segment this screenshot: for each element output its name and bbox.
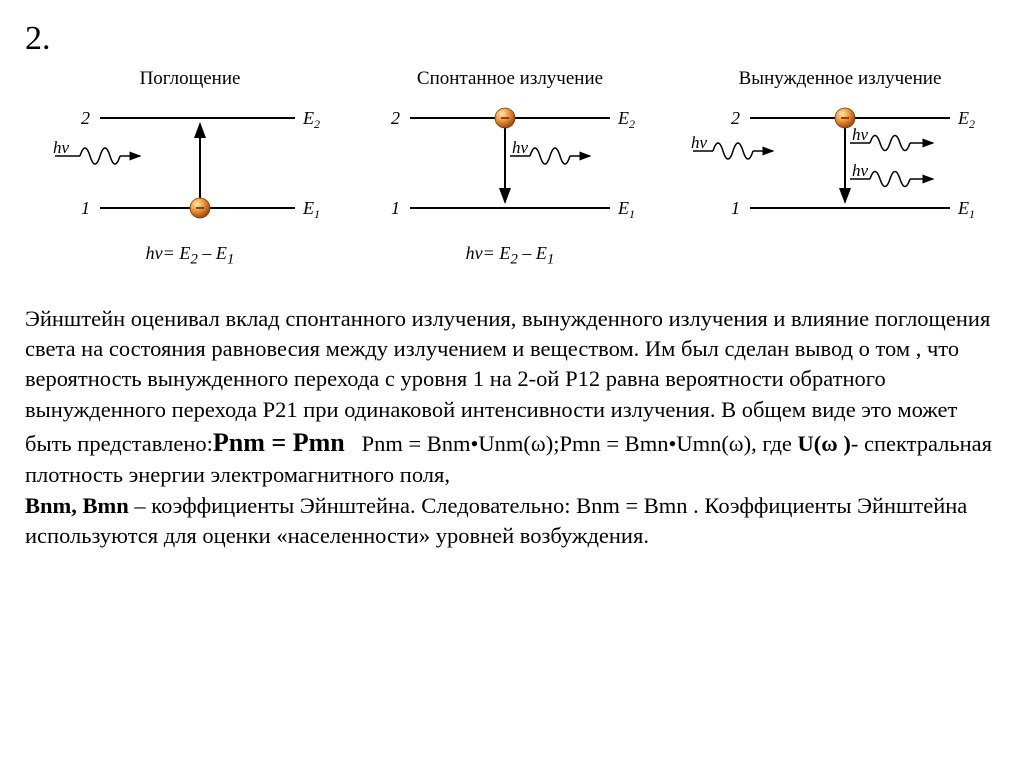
- diagram-title-absorption: Поглощение: [140, 68, 241, 90]
- stim-hv-in: hv: [691, 133, 708, 152]
- stim-E1: E1: [957, 198, 975, 221]
- stim-hv-out1: hv: [852, 125, 869, 144]
- spon-E2: E2: [617, 108, 635, 131]
- stim-level1: 1: [731, 198, 740, 218]
- stim-E2: E2: [957, 108, 975, 131]
- spon-E1: E1: [617, 198, 635, 221]
- spontaneous-svg: 2 E2 1 E1 hv: [365, 98, 655, 238]
- diagram-stimulated: Вынужденное излучение 2 E2 1 E1 hv: [685, 68, 995, 269]
- abs-E2: E2: [302, 108, 320, 131]
- eq-expand: Pnm = Bnm•Unm(ω);Pmn = Bmn•Umn(ω), где: [362, 431, 798, 456]
- spon-hv: hv: [512, 138, 529, 157]
- bnm-bmn: Bnm, Bmn: [25, 493, 129, 518]
- stimulated-svg: 2 E2 1 E1 hv hv hv: [685, 98, 995, 238]
- body-text: Эйнштейн оценивал вклад спонтанного излу…: [25, 304, 999, 552]
- spon-level2: 2: [391, 108, 400, 128]
- section-number: 2.: [25, 20, 999, 58]
- diagrams-row: Поглощение 2 E2 1 E1 hv: [45, 68, 979, 269]
- diagram-spontaneous: Спонтанное излучение 2 E2 1 E1 hv: [365, 68, 655, 269]
- abs-level1: 1: [81, 198, 90, 218]
- abs-E1: E1: [302, 198, 320, 221]
- u-omega: U(ω ): [798, 431, 851, 456]
- stim-level2: 2: [731, 108, 740, 128]
- abs-hv: hv: [53, 138, 70, 157]
- diagram-absorption: Поглощение 2 E2 1 E1 hv: [45, 68, 335, 269]
- diagram-title-stimulated: Вынужденное излучение: [739, 68, 942, 90]
- diagram-title-spontaneous: Спонтанное излучение: [417, 68, 603, 90]
- spon-level1: 1: [391, 198, 400, 218]
- stim-hv-out2: hv: [852, 161, 869, 180]
- absorption-svg: 2 E2 1 E1 hv: [45, 98, 335, 238]
- eq-main: Pnm = Pmn: [213, 428, 345, 457]
- spon-formula: hv= E2 – E1: [466, 243, 555, 269]
- para-coeffs: – коэффициенты Эйнштейна. Следовательно:…: [25, 493, 967, 548]
- abs-level2: 2: [81, 108, 90, 128]
- abs-formula: hv= E2 – E1: [146, 243, 235, 269]
